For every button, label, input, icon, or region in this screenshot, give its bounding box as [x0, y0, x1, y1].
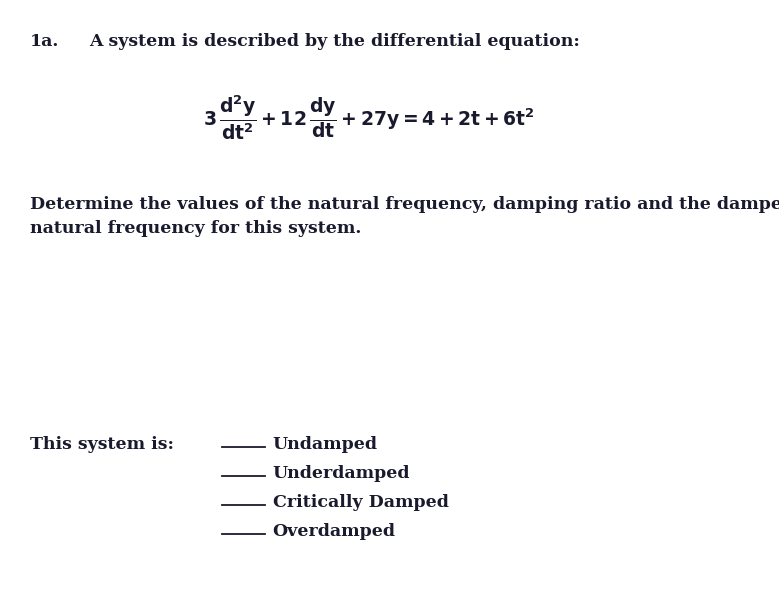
Text: Underdamped: Underdamped [273, 465, 411, 482]
Text: Overdamped: Overdamped [273, 523, 396, 540]
Text: 1a.: 1a. [30, 33, 59, 50]
Text: This system is:: This system is: [30, 436, 174, 453]
Text: A system is described by the differential equation:: A system is described by the differentia… [90, 33, 580, 50]
Text: Determine the values of the natural frequency, damping ratio and the damped: Determine the values of the natural freq… [30, 196, 779, 213]
Text: Undamped: Undamped [273, 436, 378, 453]
Text: $\mathbf{3\,\dfrac{d^2y}{dt^2} + 12\,\dfrac{dy}{dt} + 27y = 4 + 2t + 6t^2}$: $\mathbf{3\,\dfrac{d^2y}{dt^2} + 12\,\df… [203, 93, 534, 142]
Text: Critically Damped: Critically Damped [273, 494, 449, 511]
Text: natural frequency for this system.: natural frequency for this system. [30, 220, 361, 237]
